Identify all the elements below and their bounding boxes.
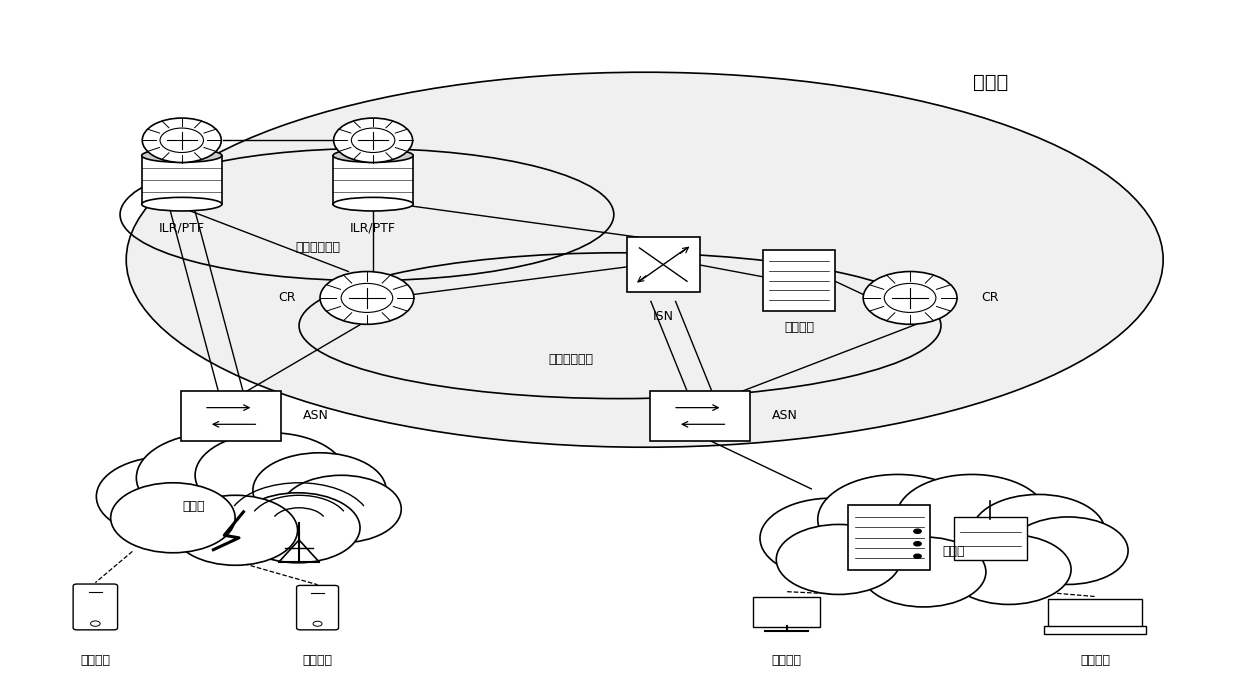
Ellipse shape xyxy=(334,197,413,211)
Circle shape xyxy=(914,542,921,546)
Circle shape xyxy=(160,128,203,153)
FancyBboxPatch shape xyxy=(141,155,222,204)
Circle shape xyxy=(236,493,360,563)
Circle shape xyxy=(281,475,402,542)
FancyBboxPatch shape xyxy=(954,517,1027,561)
Text: 接入网: 接入网 xyxy=(942,545,965,558)
Circle shape xyxy=(1008,517,1128,584)
FancyBboxPatch shape xyxy=(296,585,339,630)
FancyBboxPatch shape xyxy=(1048,598,1142,629)
Text: 游牧节点: 游牧节点 xyxy=(1080,654,1110,667)
Circle shape xyxy=(862,537,986,607)
Circle shape xyxy=(110,483,236,553)
Text: ASN: ASN xyxy=(771,410,797,423)
Text: CR: CR xyxy=(982,291,999,304)
Text: 骨干网: 骨干网 xyxy=(972,73,1008,92)
FancyBboxPatch shape xyxy=(848,505,930,570)
Text: ISN: ISN xyxy=(652,310,673,323)
Circle shape xyxy=(253,453,386,528)
Circle shape xyxy=(174,496,298,566)
Circle shape xyxy=(884,284,936,312)
Circle shape xyxy=(776,524,900,594)
Text: 认证中心: 认证中心 xyxy=(784,321,813,334)
Circle shape xyxy=(760,498,903,578)
Ellipse shape xyxy=(141,149,222,162)
Circle shape xyxy=(914,554,921,559)
Circle shape xyxy=(351,128,394,153)
Text: CR: CR xyxy=(278,291,295,304)
Text: 接入网: 接入网 xyxy=(182,500,206,512)
Ellipse shape xyxy=(126,72,1163,447)
Text: 映射转发平面: 映射转发平面 xyxy=(295,241,340,253)
Circle shape xyxy=(312,621,322,626)
Circle shape xyxy=(195,433,346,518)
Circle shape xyxy=(817,475,978,564)
Circle shape xyxy=(136,433,296,523)
Ellipse shape xyxy=(334,149,413,162)
Circle shape xyxy=(334,118,413,162)
Text: 广义转发平面: 广义转发平面 xyxy=(548,353,593,365)
FancyBboxPatch shape xyxy=(73,584,118,630)
Circle shape xyxy=(97,456,238,536)
Text: 移动节点: 移动节点 xyxy=(81,654,110,667)
Circle shape xyxy=(946,534,1071,604)
Text: ILR/PTF: ILR/PTF xyxy=(350,221,396,234)
Text: ILR/PTF: ILR/PTF xyxy=(159,221,205,234)
Circle shape xyxy=(320,272,414,324)
FancyBboxPatch shape xyxy=(763,250,836,312)
FancyBboxPatch shape xyxy=(754,596,820,627)
FancyBboxPatch shape xyxy=(181,391,281,440)
Circle shape xyxy=(341,284,393,312)
FancyBboxPatch shape xyxy=(334,155,413,204)
FancyBboxPatch shape xyxy=(1044,626,1146,634)
Circle shape xyxy=(972,494,1105,569)
FancyBboxPatch shape xyxy=(650,391,750,440)
Circle shape xyxy=(91,621,100,626)
Circle shape xyxy=(143,118,221,162)
Ellipse shape xyxy=(141,197,222,211)
FancyBboxPatch shape xyxy=(626,237,699,292)
Text: 移动节点: 移动节点 xyxy=(303,654,332,667)
Text: ASN: ASN xyxy=(303,410,329,423)
Circle shape xyxy=(897,475,1048,559)
Circle shape xyxy=(863,272,957,324)
Circle shape xyxy=(914,529,921,533)
Text: 固定节点: 固定节点 xyxy=(771,654,801,667)
